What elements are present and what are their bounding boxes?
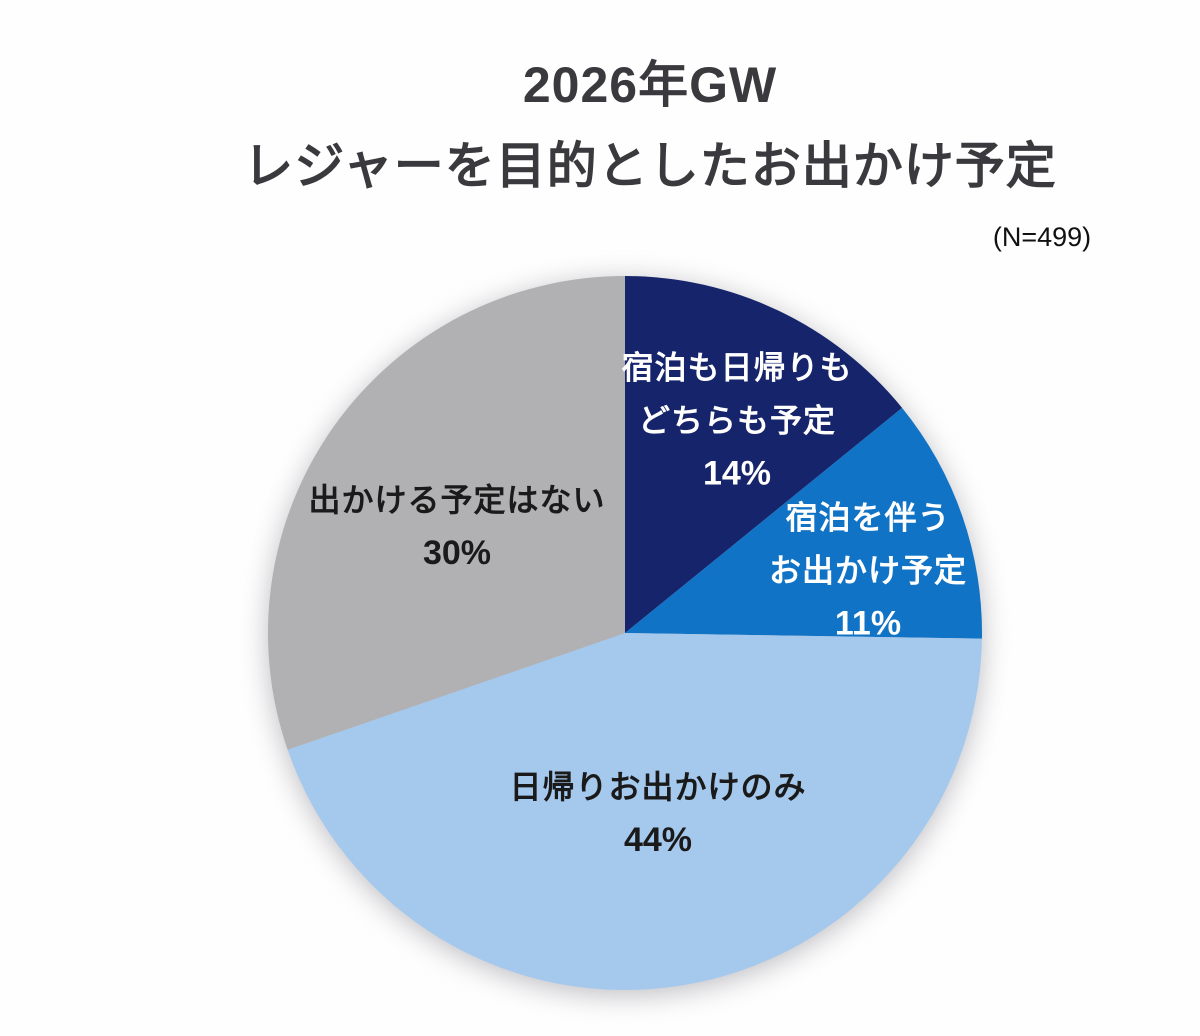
slice-label-line: お出かけ予定: [768, 552, 968, 589]
pie-slice-1: [625, 407, 983, 639]
slice-label-daytrip-only: 日帰りお出かけのみ 44%: [509, 761, 806, 867]
slice-label-overnight-outing: 宿泊を伴う お出かけ予定 11%: [769, 492, 967, 651]
slice-label-no-plans: 出かける予定はない 30%: [308, 474, 605, 580]
slice-percentage: 14%: [702, 454, 772, 493]
slice-label-line: 出かける予定はない: [308, 482, 606, 518]
slice-label-line: 宿泊も日帰りも: [621, 349, 853, 386]
slice-label-line: 宿泊を伴う: [785, 499, 951, 536]
pie-slice-0: [625, 276, 903, 633]
slice-percentage: 44%: [623, 821, 693, 859]
chart-title-line-2: レジャーを目的としたお出かけ予定: [243, 138, 1057, 194]
sample-size-note: (N=499): [992, 222, 1092, 252]
slice-label-both-overnight-and-daytrip: 宿泊も日帰りも どちらも予定 14%: [621, 342, 852, 501]
pie-slice-2: [287, 633, 982, 991]
chart-title-line-1: 2026年GW: [522, 57, 778, 113]
slice-label-line: 日帰りお出かけのみ: [509, 769, 807, 805]
slice-label-line: どちらも予定: [637, 402, 837, 439]
slice-percentage: 11%: [834, 604, 902, 643]
slice-percentage: 30%: [422, 534, 492, 572]
pie-slice-3: [267, 276, 625, 750]
pie-slices-group: [267, 276, 983, 991]
